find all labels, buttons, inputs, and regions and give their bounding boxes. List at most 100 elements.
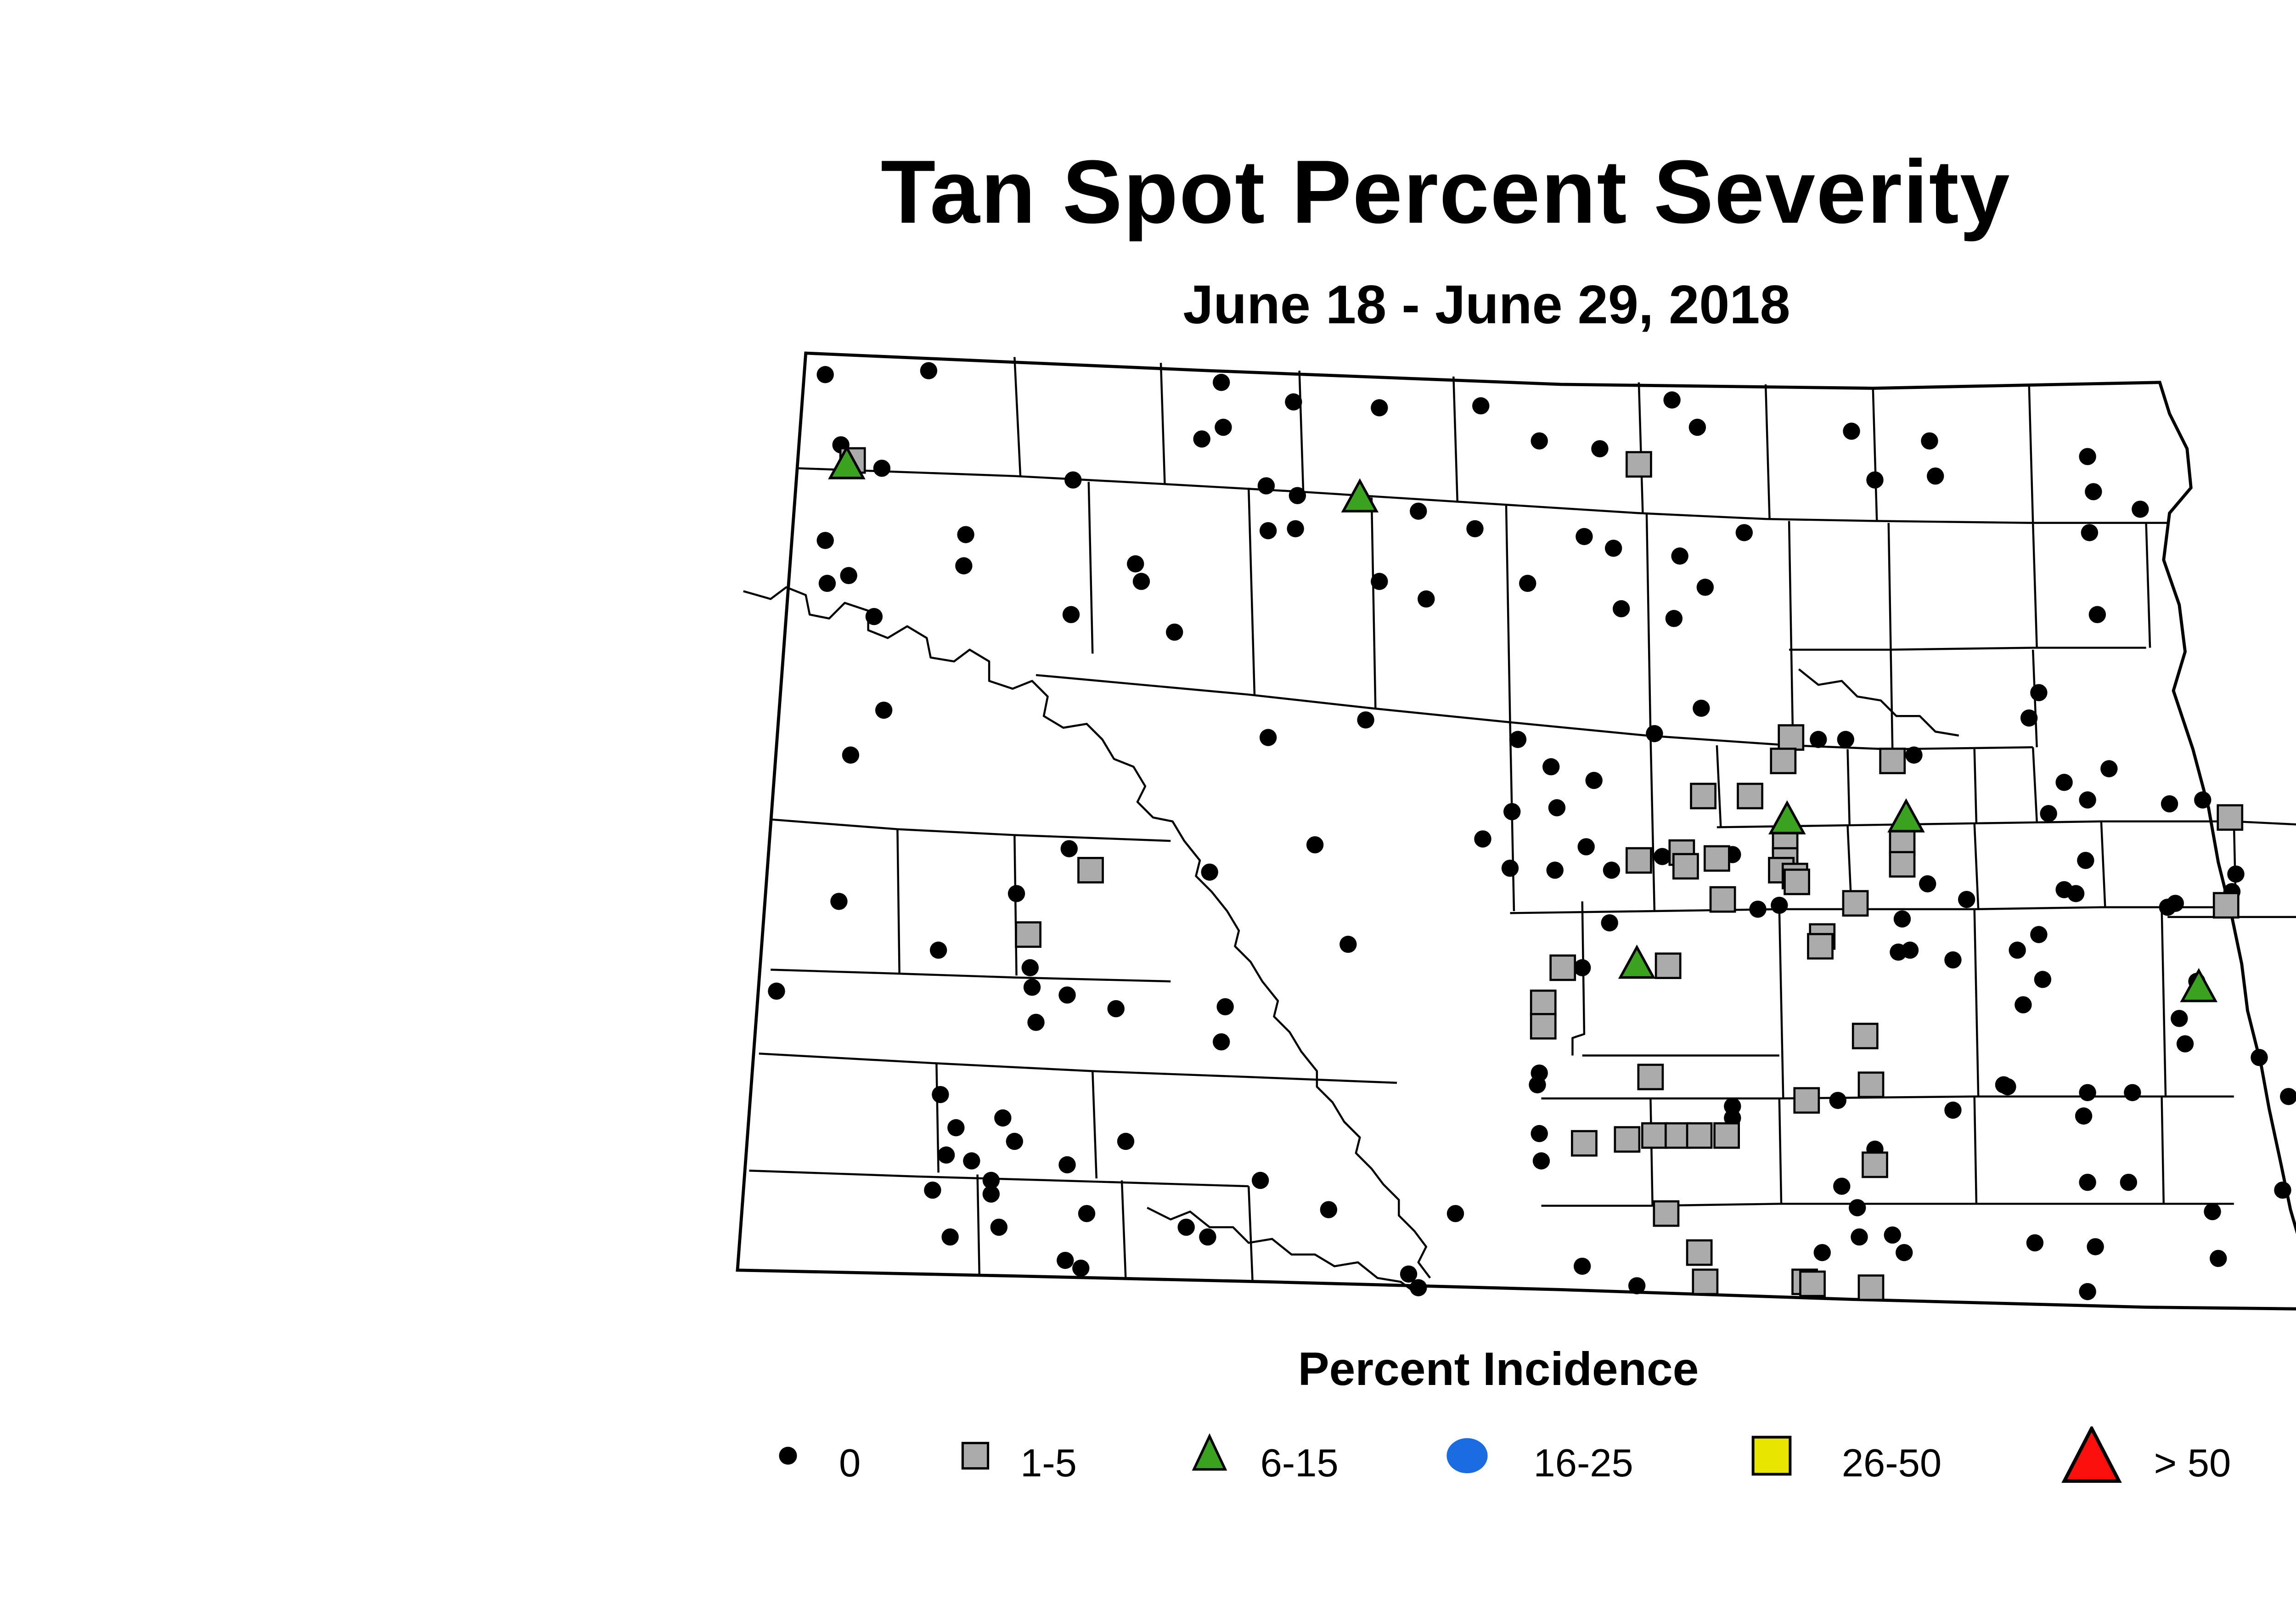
survey-point-dot-0	[941, 1228, 959, 1246]
survey-point-dot-0	[1843, 422, 1860, 440]
survey-point-dot-0	[2040, 805, 2057, 822]
legend-marker-dot	[755, 1426, 821, 1492]
survey-point-square-1-5	[1889, 829, 1916, 856]
survey-point-dot-0	[2100, 760, 2118, 777]
survey-point-triangle-6-15	[1618, 944, 1656, 979]
survey-point-dot-0	[768, 982, 785, 1000]
survey-point-dot-0	[1474, 830, 1491, 848]
survey-point-dot-0	[1696, 579, 1714, 596]
survey-point-dot-0	[1021, 959, 1039, 977]
survey-point-dot-0	[1306, 836, 1324, 854]
survey-point-dot-0	[963, 1152, 980, 1170]
survey-point-dot-0	[1546, 861, 1564, 879]
survey-point-dot-0	[1585, 771, 1603, 789]
survey-point-dot-0	[1072, 1259, 1090, 1277]
survey-point-dot-0	[2194, 791, 2212, 809]
survey-point-dot-0	[1007, 885, 1025, 902]
survey-point-square-1-5	[1879, 748, 1906, 774]
survey-point-dot-0	[982, 1171, 1000, 1189]
survey-point-dot-0	[1905, 746, 1923, 764]
survey-point-dot-0	[1531, 1125, 1548, 1143]
survey-point-dot-0	[1472, 397, 1490, 415]
legend-marker-triangle	[1176, 1426, 1243, 1492]
survey-point-dot-0	[842, 746, 860, 764]
survey-point-dot-0	[2075, 1107, 2093, 1125]
survey-point-dot-0	[1117, 1132, 1135, 1150]
survey-point-dot-0	[2124, 1084, 2141, 1101]
survey-point-dot-0	[1921, 432, 1938, 450]
survey-point-dot-0	[1603, 861, 1621, 879]
survey-point-dot-0	[1995, 1076, 2013, 1093]
survey-point-dot-0	[2251, 1049, 2268, 1066]
legend-title: Percent Incidence	[1298, 1343, 1699, 1396]
survey-point-dot-0	[2171, 1010, 2188, 1027]
survey-point-dot-0	[1944, 1101, 1962, 1119]
survey-point-dot-0	[1884, 1226, 1901, 1244]
survey-point-dot-0	[1810, 731, 1827, 748]
legend-label: 0	[838, 1441, 861, 1485]
survey-point-dot-0	[2030, 926, 2048, 943]
survey-point-dot-0	[1446, 1205, 1464, 1222]
survey-point-dot-0	[1027, 1013, 1045, 1031]
survey-point-dot-0	[1058, 986, 1076, 1004]
survey-point-square-1-5	[1807, 933, 1834, 960]
survey-point-dot-0	[1749, 901, 1767, 918]
survey-point-dot-0	[947, 1119, 965, 1137]
survey-point-dot-0	[2067, 885, 2085, 902]
survey-point-dot-0	[1057, 1251, 1074, 1269]
survey-point-dot-0	[955, 557, 973, 574]
survey-point-dot-0	[2079, 1174, 2096, 1191]
cannonball-river	[1147, 1206, 1417, 1295]
survey-point-dot-0	[1357, 711, 1374, 729]
survey-point-dot-0	[1601, 914, 1618, 932]
survey-point-dot-0	[1287, 520, 1304, 538]
survey-point-dot-0	[2020, 709, 2038, 727]
survey-point-dot-0	[1259, 729, 1277, 746]
survey-point-dot-0	[1663, 391, 1681, 409]
survey-point-dot-0	[2030, 684, 2048, 701]
survey-point-dot-0	[1199, 1228, 1216, 1246]
survey-point-dot-0	[937, 1146, 955, 1164]
survey-point-dot-0	[816, 532, 834, 549]
survey-point-dot-0	[2026, 1234, 2044, 1252]
survey-point-dot-0	[1866, 471, 1884, 489]
survey-point-triangle-6-15	[1887, 798, 1925, 833]
survey-point-square-1-5	[2217, 804, 2244, 831]
survey-point-dot-0	[1890, 943, 1907, 961]
survey-point-dot-0	[2015, 996, 2032, 1013]
survey-point-dot-0	[2167, 895, 2184, 912]
devils-lake	[1798, 668, 1959, 737]
survey-point-dot-0	[2227, 865, 2245, 883]
survey-point-dot-0	[873, 459, 891, 477]
survey-point-dot-0	[1078, 1205, 1096, 1222]
survey-point-dot-0	[1466, 520, 1484, 538]
survey-point-dot-0	[1896, 1244, 1913, 1261]
survey-point-square-1-5	[1857, 1274, 1885, 1301]
survey-point-dot-0	[1654, 848, 1671, 865]
survey-point-dot-0	[1259, 522, 1277, 540]
survey-point-square-1-5	[1530, 1013, 1557, 1040]
survey-point-dot-0	[816, 366, 834, 383]
legend-marker-circle	[1434, 1426, 1500, 1492]
survey-point-dot-0	[1285, 393, 1302, 411]
survey-point-square-1-5	[1653, 1200, 1680, 1227]
survey-point-dot-0	[840, 567, 857, 585]
survey-point-square-1-5	[1778, 724, 1805, 751]
survey-point-dot-0	[1371, 573, 1388, 590]
survey-point-dot-0	[2079, 1283, 2096, 1300]
survey-point-dot-0	[1064, 471, 1082, 489]
survey-point-square-1-5	[1641, 1122, 1668, 1149]
survey-point-dot-0	[2088, 606, 2106, 624]
survey-point-dot-0	[1837, 731, 1854, 748]
survey-point-square-1-5	[1571, 1130, 1598, 1157]
survey-point-square-1-5	[1654, 952, 1682, 979]
survey-point-square-1-5	[1784, 868, 1810, 895]
survey-point-dot-0	[1339, 935, 1357, 953]
survey-point-dot-0	[2087, 1238, 2104, 1255]
survey-point-dot-0	[1532, 1152, 1550, 1170]
survey-point-dot-0	[1646, 725, 1663, 743]
survey-point-square-1-5	[1626, 847, 1652, 874]
survey-point-dot-0	[1410, 1279, 1427, 1296]
